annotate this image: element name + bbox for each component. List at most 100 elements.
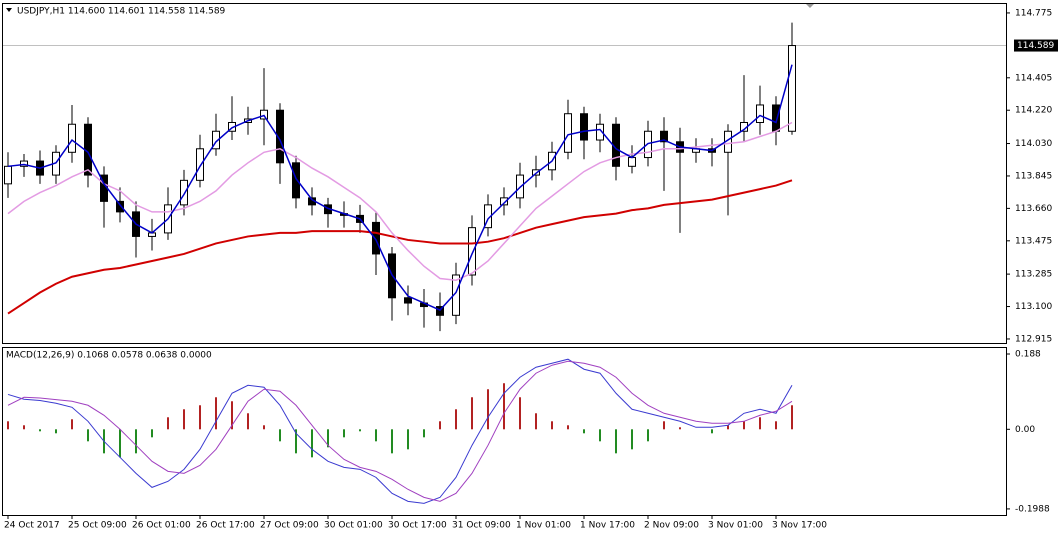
macd-panel bbox=[2, 347, 1007, 516]
histogram-bar bbox=[7, 421, 9, 430]
histogram-bar bbox=[375, 429, 377, 442]
histogram-bar bbox=[567, 425, 569, 430]
last-price-box bbox=[1014, 39, 1058, 52]
candle-body bbox=[292, 162, 300, 199]
candle-body bbox=[404, 297, 412, 304]
histogram-bar bbox=[391, 429, 393, 454]
x-tick-label: 30 Oct 17:00 bbox=[388, 521, 447, 531]
histogram-bar bbox=[327, 429, 329, 448]
candle-body bbox=[4, 165, 12, 185]
candle-body bbox=[596, 123, 604, 141]
x-tick-label: 31 Oct 09:00 bbox=[452, 521, 511, 531]
candle-body bbox=[276, 109, 284, 164]
histogram-bar bbox=[471, 397, 473, 430]
histogram-bar bbox=[679, 427, 681, 430]
candle-body bbox=[660, 130, 668, 143]
x-tick-label: 27 Oct 09:00 bbox=[260, 521, 319, 531]
histogram-bar bbox=[551, 421, 553, 430]
candle-body bbox=[772, 104, 780, 132]
x-tick-label: 1 Nov 01:00 bbox=[516, 521, 571, 531]
x-tick-label: 3 Nov 01:00 bbox=[708, 521, 763, 531]
candle-body bbox=[756, 104, 764, 123]
y-tick-label: 114.775 bbox=[1015, 8, 1052, 18]
candle-body bbox=[180, 179, 188, 206]
histogram-bar bbox=[759, 417, 761, 430]
x-tick-label: 26 Oct 01:00 bbox=[132, 521, 191, 531]
histogram-bar bbox=[647, 429, 649, 442]
histogram-bar bbox=[519, 397, 521, 430]
candle-body bbox=[436, 306, 444, 316]
indicator-line bbox=[7, 121, 793, 282]
candle-body bbox=[452, 274, 460, 316]
histogram-bar bbox=[743, 421, 745, 430]
candle-body bbox=[788, 45, 796, 132]
y-tick-label: 114.405 bbox=[1015, 73, 1052, 83]
candle-body bbox=[372, 221, 380, 255]
candle-body bbox=[564, 113, 572, 153]
shift-marker bbox=[806, 4, 814, 8]
last-price-label: 114.589 bbox=[1017, 41, 1054, 51]
indicator-title: MACD(12,26,9) 0.1068 0.0578 0.0638 0.000… bbox=[6, 351, 212, 361]
y-tick-label: 113.660 bbox=[1015, 204, 1052, 214]
histogram-bar bbox=[407, 429, 409, 450]
candle-body bbox=[68, 123, 76, 153]
histogram-bar bbox=[151, 429, 153, 438]
y-tick-label: 113.285 bbox=[1015, 270, 1052, 280]
histogram-bar bbox=[775, 421, 777, 430]
histogram-bar bbox=[71, 419, 73, 430]
histogram-bar bbox=[343, 429, 345, 438]
histogram-bar bbox=[503, 383, 505, 430]
candle-body bbox=[260, 109, 268, 120]
x-tick-label: 25 Oct 09:00 bbox=[68, 521, 127, 531]
candle-body bbox=[20, 160, 28, 167]
menu-arrow[interactable] bbox=[6, 8, 12, 12]
histogram-bar bbox=[55, 429, 57, 434]
x-tick-label: 1 Nov 17:00 bbox=[580, 521, 635, 531]
histogram-bar bbox=[119, 429, 121, 458]
histogram-bar bbox=[295, 429, 297, 454]
histogram-bar bbox=[631, 429, 633, 450]
x-tick-label: 3 Nov 17:00 bbox=[772, 521, 827, 531]
y-tick-label: 114.220 bbox=[1015, 106, 1052, 116]
indicator-line bbox=[7, 64, 793, 311]
y-tick-label: -0.1988 bbox=[1015, 504, 1050, 514]
candle-body bbox=[580, 113, 588, 141]
histogram-bar bbox=[23, 425, 25, 430]
histogram-bar bbox=[791, 405, 793, 430]
histogram-bar bbox=[167, 417, 169, 430]
histogram-bar bbox=[199, 405, 201, 430]
y-tick-label: 0.188 bbox=[1015, 350, 1041, 360]
candle-body bbox=[628, 157, 636, 167]
histogram-bar bbox=[487, 389, 489, 430]
histogram-bar bbox=[455, 409, 457, 430]
y-tick-label: 113.100 bbox=[1015, 302, 1052, 312]
histogram-bar bbox=[535, 413, 537, 430]
histogram-bar bbox=[311, 429, 313, 458]
candle-body bbox=[500, 197, 508, 206]
histogram-bar bbox=[663, 421, 665, 430]
candle-body bbox=[212, 130, 220, 150]
indicator-line bbox=[7, 360, 793, 502]
y-tick-label: 112.915 bbox=[1015, 334, 1052, 344]
histogram-bar bbox=[423, 429, 425, 438]
histogram-bar bbox=[87, 429, 89, 442]
histogram-bar bbox=[439, 421, 441, 430]
histogram-bar bbox=[359, 429, 361, 432]
histogram-bar bbox=[135, 429, 137, 454]
x-tick-label: 30 Oct 01:00 bbox=[324, 521, 383, 531]
histogram-bar bbox=[215, 397, 217, 430]
histogram-bar bbox=[263, 425, 265, 430]
histogram-bar bbox=[231, 401, 233, 430]
candle-body bbox=[196, 148, 204, 181]
histogram-bar bbox=[727, 425, 729, 430]
histogram-bar bbox=[583, 429, 585, 434]
histogram-bar bbox=[39, 429, 41, 432]
main-panel bbox=[2, 3, 1007, 344]
x-tick-label: 26 Oct 17:00 bbox=[196, 521, 255, 531]
histogram-bar bbox=[599, 429, 601, 442]
indicator-line bbox=[7, 358, 793, 504]
histogram-bar bbox=[247, 413, 249, 430]
y-tick-label: 0.00 bbox=[1015, 425, 1035, 435]
